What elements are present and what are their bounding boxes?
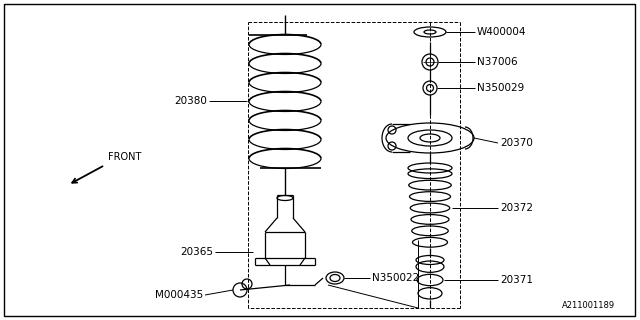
Text: 20380: 20380 <box>174 96 207 106</box>
Circle shape <box>426 58 434 66</box>
Text: 20371: 20371 <box>500 275 533 285</box>
Text: 20372: 20372 <box>500 203 533 213</box>
Text: 20365: 20365 <box>180 247 213 257</box>
Circle shape <box>426 84 433 92</box>
Text: W400004: W400004 <box>477 27 527 37</box>
Text: N350022: N350022 <box>372 273 419 283</box>
Text: M000435: M000435 <box>155 290 203 300</box>
Text: N350029: N350029 <box>477 83 524 93</box>
Text: A211001189: A211001189 <box>562 301 615 310</box>
Text: FRONT: FRONT <box>108 152 141 162</box>
Text: N37006: N37006 <box>477 57 518 67</box>
Text: 20370: 20370 <box>500 138 533 148</box>
